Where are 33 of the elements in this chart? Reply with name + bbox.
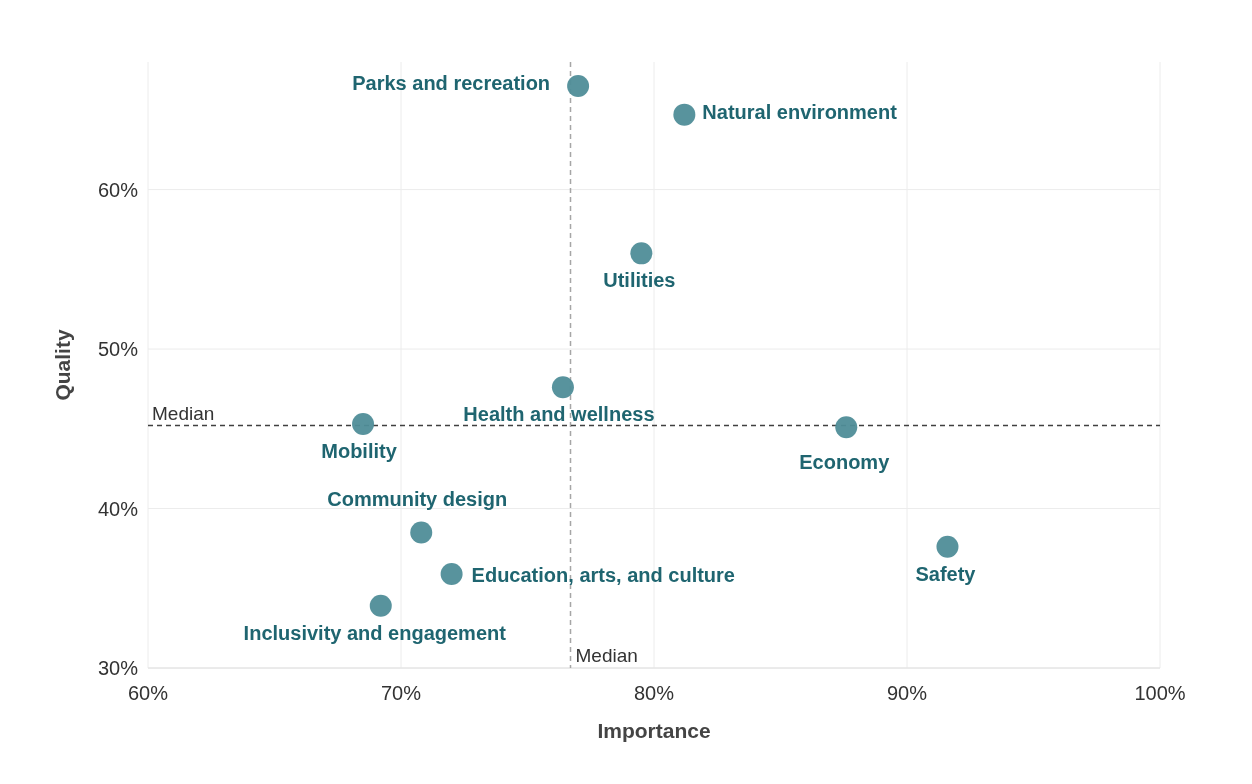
series-label: Health and wellness	[463, 403, 655, 426]
y-tick-label: 50%	[97, 338, 139, 361]
ref-line-label: Median	[152, 402, 215, 424]
x-tick-label: 60%	[127, 682, 169, 704]
series-label: Community design	[327, 488, 508, 511]
y-axis-title: Quality	[51, 329, 74, 401]
x-tick-label: 100%	[1134, 682, 1186, 704]
y-tick-label: 30%	[97, 657, 139, 679]
point	[551, 376, 574, 399]
x-tick-label: 80%	[633, 682, 675, 704]
series-label: Mobility	[321, 440, 398, 463]
series-label: Parks and recreation	[352, 71, 551, 94]
ref-line-label: Median	[575, 645, 638, 666]
point	[567, 74, 590, 97]
series-label: Education, arts, and culture	[471, 563, 735, 586]
x-axis-title: Importance	[597, 719, 711, 742]
point	[835, 416, 858, 439]
x-tick-label: 70%	[380, 682, 422, 704]
series-label: Utilities	[603, 269, 676, 292]
point	[352, 413, 375, 436]
series-label: Economy	[799, 451, 891, 474]
point	[630, 242, 653, 265]
point	[440, 562, 463, 585]
series-label: Safety	[915, 562, 977, 585]
point	[410, 521, 433, 544]
y-tick-label: 40%	[97, 497, 139, 520]
y-tick-label: 60%	[97, 178, 139, 201]
point	[673, 103, 696, 126]
point	[369, 594, 392, 617]
point	[936, 535, 959, 558]
series-label: Inclusivity and engagement	[243, 621, 507, 644]
x-tick-label: 90%	[886, 682, 928, 704]
series-label: Natural environment	[702, 100, 898, 123]
